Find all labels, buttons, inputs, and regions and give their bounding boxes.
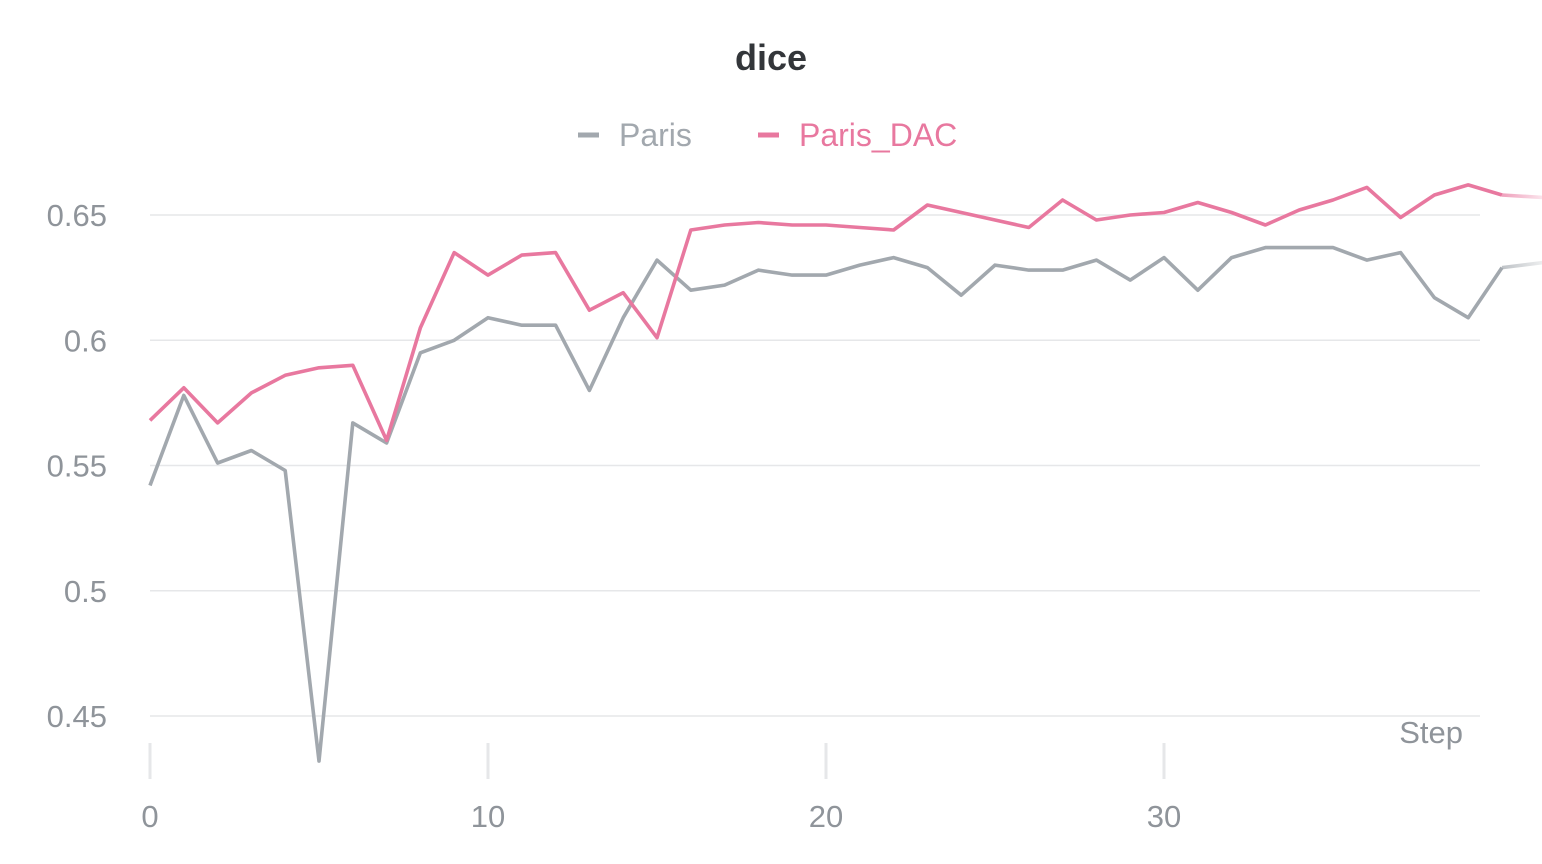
y-tick-label: 0.6	[64, 323, 107, 358]
legend-label: Paris	[619, 117, 692, 153]
y-tick-label: 0.45	[47, 699, 107, 734]
series-line-tail	[1501, 260, 1542, 270]
y-tick-label: 0.5	[64, 574, 107, 609]
grid	[150, 214, 1480, 717]
x-tick-label: 10	[471, 799, 505, 834]
series-line-tail	[1501, 193, 1542, 200]
x-tick-label: 30	[1147, 799, 1181, 834]
y-axis: 0.45 0.5 0.55 0.6 0.65	[47, 198, 107, 734]
series-layer	[148, 183, 1542, 763]
legend-label: Paris_DAC	[799, 117, 957, 153]
x-tick-label: 20	[809, 799, 843, 834]
x-tick-label: 0	[141, 799, 158, 834]
series-paris	[148, 245, 1542, 763]
chart-title: dice	[735, 37, 807, 78]
series-line	[148, 183, 1503, 443]
legend: Paris Paris_DAC	[578, 117, 957, 153]
series-line	[148, 245, 1504, 763]
series-paris-dac	[148, 183, 1542, 443]
y-tick-label: 0.55	[47, 449, 107, 484]
x-axis: 0 10 20 30	[141, 743, 1181, 834]
y-tick-label: 0.65	[47, 198, 107, 233]
x-axis-label: Step	[1399, 715, 1463, 750]
